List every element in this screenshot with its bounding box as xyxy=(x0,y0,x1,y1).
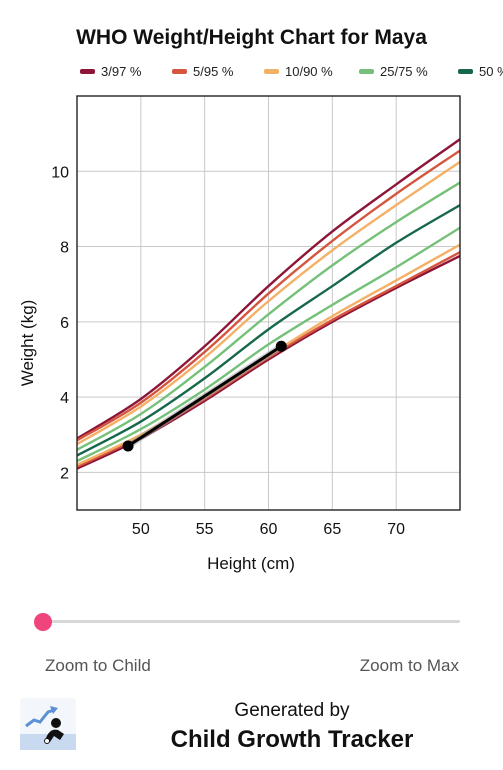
legend-item: 5/95 % xyxy=(172,64,233,79)
legend-label: 50 % xyxy=(479,64,503,79)
x-tick-label: 70 xyxy=(387,521,405,538)
legend-item: 10/90 % xyxy=(264,64,333,79)
legend-label: 5/95 % xyxy=(193,64,234,79)
legend-label: 3/97 % xyxy=(101,64,142,79)
growth-chart: 50 55 60 65 70 2 4 6 8 10 Height (cm) Weight (kg) xyxy=(18,95,461,573)
y-axis-label: Weight (kg) xyxy=(18,300,37,387)
chart-title: WHO Weight/Height Chart for Maya xyxy=(76,26,427,49)
legend-item: 25/75 % xyxy=(359,64,428,79)
child-measurements xyxy=(122,340,287,452)
footer-caption: Generated by xyxy=(234,700,350,721)
legend-swatch xyxy=(172,69,187,75)
chart-legend: 3/97 % 5/95 % 10/90 % 25/75 % 50 % xyxy=(80,64,503,82)
percentile-line xyxy=(77,226,460,463)
legend-label: 10/90 % xyxy=(285,64,333,79)
zoom-to-max-label: Zoom to Max xyxy=(359,656,459,675)
legend-item: 50 % xyxy=(458,64,503,79)
y-tick-label: 8 xyxy=(60,240,69,257)
child-measurement-point xyxy=(122,440,134,452)
y-tick-label: 10 xyxy=(51,164,69,181)
legend-swatch xyxy=(80,69,95,75)
y-tick-label: 4 xyxy=(60,390,69,407)
legend-swatch xyxy=(264,69,279,75)
child-measurement-point xyxy=(275,340,287,352)
x-tick-label: 55 xyxy=(196,521,214,538)
percentile-line xyxy=(77,203,460,457)
legend-label: 25/75 % xyxy=(380,64,428,79)
percentile-line xyxy=(77,181,460,451)
plot-frame xyxy=(76,95,461,511)
slider-track[interactable] xyxy=(44,620,460,623)
legend-item: 3/97 % xyxy=(80,64,141,79)
percentile-line xyxy=(77,149,460,442)
x-tick-label: 50 xyxy=(132,521,150,538)
baby-growth-chart-icon xyxy=(20,698,76,750)
child-growth-line xyxy=(126,344,283,448)
legend-swatch xyxy=(359,69,374,75)
zoom-to-child-label: Zoom to Child xyxy=(45,656,151,675)
x-tick-label: 60 xyxy=(260,521,278,538)
legend-swatch xyxy=(458,69,473,75)
percentile-line xyxy=(77,160,460,446)
y-tick-label: 2 xyxy=(60,465,69,482)
percentile-line xyxy=(77,138,460,440)
grid xyxy=(77,96,460,510)
slider-thumb[interactable] xyxy=(34,613,52,631)
footer-app-name: Child Growth Tracker xyxy=(170,726,414,753)
y-tick-label: 6 xyxy=(60,315,69,332)
x-axis-label: Height (cm) xyxy=(207,554,295,573)
zoom-slider[interactable] xyxy=(34,611,460,633)
x-tick-label: 65 xyxy=(323,521,341,538)
axis-ticks: 50 55 60 65 70 2 4 6 8 10 xyxy=(51,164,405,538)
